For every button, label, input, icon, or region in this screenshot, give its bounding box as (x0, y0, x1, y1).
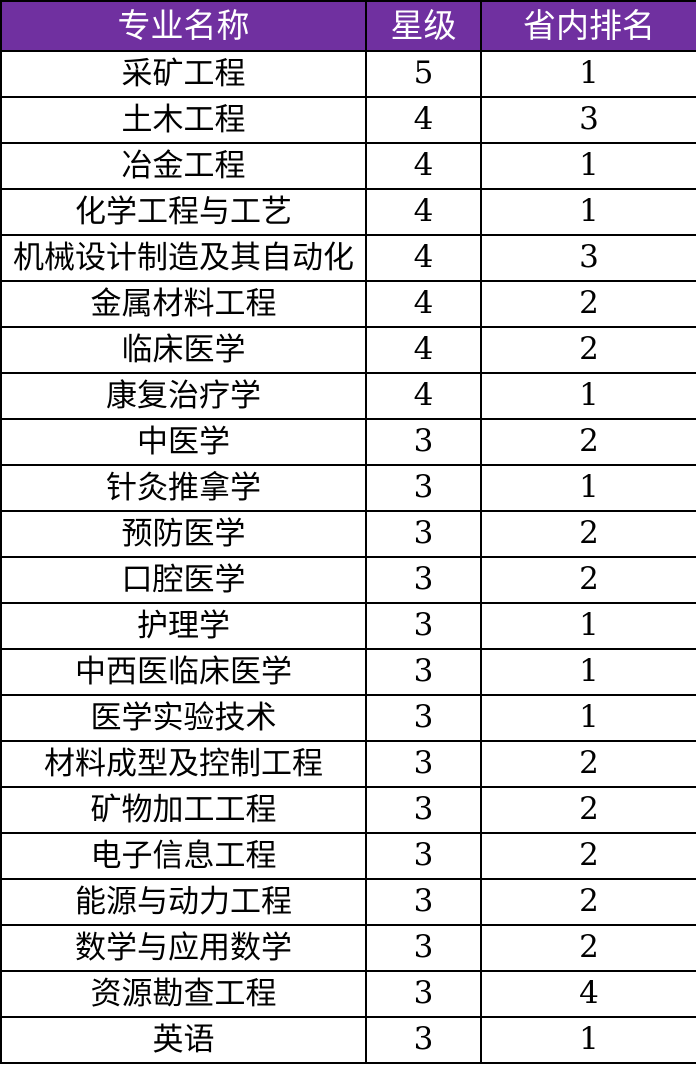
cell-stars: 4 (365, 142, 482, 190)
header-stars: 星级 (365, 0, 482, 52)
cell-rank: 2 (480, 740, 696, 788)
cell-rank: 2 (480, 786, 696, 834)
cell-major: 护理学 (0, 602, 367, 650)
table-row: 康复治疗学 4 1 (0, 372, 696, 420)
cell-stars: 3 (365, 694, 482, 742)
cell-major: 预防医学 (0, 510, 367, 558)
cell-major: 针灸推拿学 (0, 464, 367, 512)
cell-major: 冶金工程 (0, 142, 367, 190)
cell-stars: 4 (365, 234, 482, 282)
cell-stars: 3 (365, 1016, 482, 1064)
cell-stars: 3 (365, 464, 482, 512)
cell-rank: 2 (480, 556, 696, 604)
cell-stars: 3 (365, 832, 482, 880)
table-row: 资源勘查工程 3 4 (0, 970, 696, 1018)
cell-major: 中西医临床医学 (0, 648, 367, 696)
cell-major: 金属材料工程 (0, 280, 367, 328)
table-row: 能源与动力工程 3 2 (0, 878, 696, 926)
table-row: 采矿工程 5 1 (0, 50, 696, 98)
cell-stars: 4 (365, 188, 482, 236)
cell-major: 化学工程与工艺 (0, 188, 367, 236)
cell-stars: 3 (365, 418, 482, 466)
cell-stars: 3 (365, 878, 482, 926)
table-row: 医学实验技术 3 1 (0, 694, 696, 742)
cell-stars: 3 (365, 648, 482, 696)
cell-major: 电子信息工程 (0, 832, 367, 880)
header-rank: 省内排名 (480, 0, 696, 52)
cell-rank: 1 (480, 1016, 696, 1064)
cell-major: 临床医学 (0, 326, 367, 374)
cell-major: 数学与应用数学 (0, 924, 367, 972)
cell-major: 材料成型及控制工程 (0, 740, 367, 788)
cell-major: 机械设计制造及其自动化 (0, 234, 367, 282)
cell-stars: 4 (365, 96, 482, 144)
cell-rank: 1 (480, 694, 696, 742)
cell-rank: 2 (480, 418, 696, 466)
cell-rank: 1 (480, 50, 696, 98)
cell-rank: 2 (480, 510, 696, 558)
table-row: 针灸推拿学 3 1 (0, 464, 696, 512)
cell-major: 英语 (0, 1016, 367, 1064)
table-row: 化学工程与工艺 4 1 (0, 188, 696, 236)
cell-stars: 5 (365, 50, 482, 98)
cell-rank: 2 (480, 878, 696, 926)
cell-rank: 1 (480, 648, 696, 696)
cell-stars: 3 (365, 602, 482, 650)
table-row: 材料成型及控制工程 3 2 (0, 740, 696, 788)
table-row: 英语 3 1 (0, 1016, 696, 1064)
cell-rank: 2 (480, 832, 696, 880)
cell-major: 矿物加工工程 (0, 786, 367, 834)
cell-major: 能源与动力工程 (0, 878, 367, 926)
cell-major: 土木工程 (0, 96, 367, 144)
cell-stars: 3 (365, 510, 482, 558)
table-row: 预防医学 3 2 (0, 510, 696, 558)
cell-stars: 4 (365, 326, 482, 374)
table-row: 中西医临床医学 3 1 (0, 648, 696, 696)
table-row: 金属材料工程 4 2 (0, 280, 696, 328)
table-row: 口腔医学 3 2 (0, 556, 696, 604)
cell-rank: 2 (480, 280, 696, 328)
table-row: 数学与应用数学 3 2 (0, 924, 696, 972)
cell-major: 中医学 (0, 418, 367, 466)
cell-stars: 4 (365, 372, 482, 420)
table-row: 土木工程 4 3 (0, 96, 696, 144)
cell-rank: 1 (480, 464, 696, 512)
cell-major: 康复治疗学 (0, 372, 367, 420)
cell-major: 医学实验技术 (0, 694, 367, 742)
cell-rank: 4 (480, 970, 696, 1018)
cell-stars: 3 (365, 556, 482, 604)
cell-rank: 1 (480, 372, 696, 420)
cell-major: 采矿工程 (0, 50, 367, 98)
table-row: 中医学 3 2 (0, 418, 696, 466)
table-row: 矿物加工工程 3 2 (0, 786, 696, 834)
cell-major: 口腔医学 (0, 556, 367, 604)
cell-major: 资源勘查工程 (0, 970, 367, 1018)
table-row: 临床医学 4 2 (0, 326, 696, 374)
cell-stars: 3 (365, 970, 482, 1018)
cell-stars: 3 (365, 924, 482, 972)
header-major: 专业名称 (0, 0, 367, 52)
cell-stars: 4 (365, 280, 482, 328)
table-row: 护理学 3 1 (0, 602, 696, 650)
table-row: 冶金工程 4 1 (0, 142, 696, 190)
cell-rank: 3 (480, 96, 696, 144)
table-row: 电子信息工程 3 2 (0, 832, 696, 880)
cell-rank: 1 (480, 142, 696, 190)
cell-rank: 2 (480, 326, 696, 374)
cell-rank: 1 (480, 188, 696, 236)
cell-rank: 2 (480, 924, 696, 972)
header-row: 专业名称 星级 省内排名 (0, 0, 696, 52)
cell-rank: 1 (480, 602, 696, 650)
cell-stars: 3 (365, 786, 482, 834)
table-row: 机械设计制造及其自动化 4 3 (0, 234, 696, 282)
cell-rank: 3 (480, 234, 696, 282)
cell-stars: 3 (365, 740, 482, 788)
